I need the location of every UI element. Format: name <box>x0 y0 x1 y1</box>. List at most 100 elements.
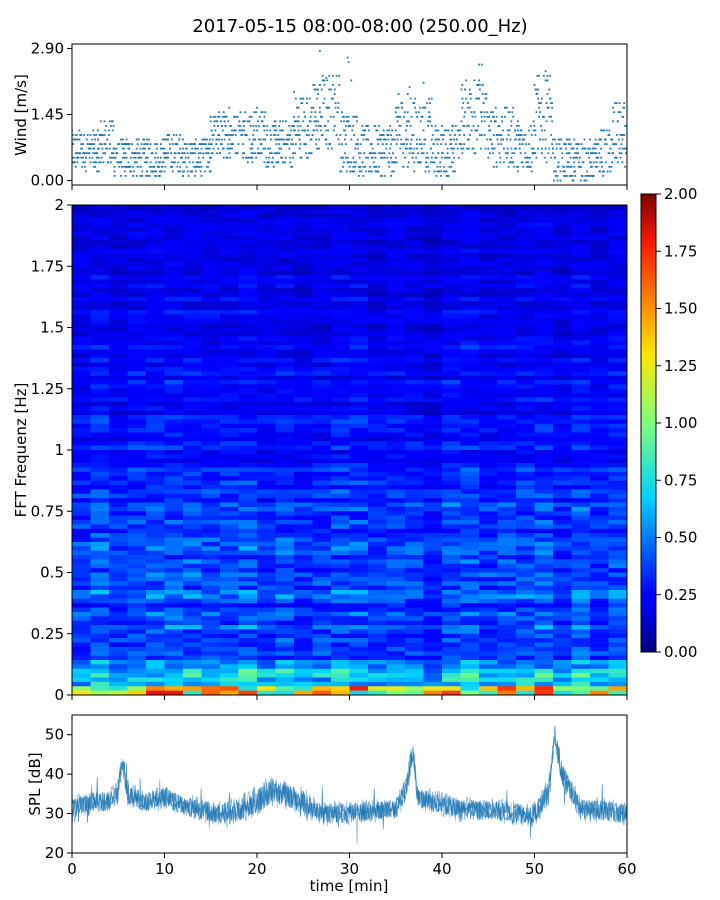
spectrogram-cell <box>534 463 554 468</box>
wind-point <box>297 120 300 123</box>
spectrogram-cell <box>257 533 276 538</box>
wind-point <box>383 175 386 177</box>
spectrogram-cell <box>368 493 387 499</box>
spectrogram-cell <box>553 463 572 468</box>
spectrogram-cell <box>349 336 369 341</box>
wind-point <box>453 147 455 150</box>
spectrogram-cell <box>109 520 128 525</box>
wind-point <box>161 165 164 168</box>
spectrogram-cell <box>571 441 591 446</box>
spectrogram-cell <box>608 450 628 455</box>
spectrogram-cell <box>442 458 461 464</box>
spectrogram-cell <box>220 555 239 560</box>
wind-point <box>574 152 577 155</box>
wind-point <box>277 161 280 164</box>
spectrogram-cell <box>312 301 332 306</box>
spectrogram-cell <box>497 498 517 503</box>
spectrogram-cell <box>312 524 332 530</box>
spectrogram-cell <box>183 550 202 556</box>
spectrogram-cell <box>312 458 332 464</box>
spectrogram-cell <box>331 345 350 350</box>
wind-point <box>253 129 256 132</box>
spectrogram-cell <box>331 463 350 468</box>
spectrogram-cell <box>275 257 295 263</box>
spectrogram-cell <box>312 585 332 591</box>
wind-point <box>534 129 537 132</box>
wind-point <box>163 147 166 150</box>
spectrogram-cell <box>183 270 202 276</box>
spectrogram-cell <box>275 471 295 477</box>
wind-point <box>357 175 360 177</box>
spectrogram-cell <box>257 485 276 490</box>
spectrogram-cell <box>164 301 184 306</box>
spectrogram-cell <box>127 314 147 320</box>
spectrogram-cell <box>386 524 406 530</box>
spectrogram-cell <box>368 371 387 376</box>
spectrogram-cell <box>534 594 554 600</box>
spectrogram-cell <box>72 226 91 232</box>
spectrogram-cell <box>553 218 572 223</box>
spectrogram-cell <box>386 318 406 324</box>
wind-point <box>361 125 364 127</box>
spectrogram-cell <box>553 397 572 403</box>
spectrogram-cell <box>571 406 591 411</box>
spectrogram-cell <box>146 506 165 512</box>
spectrogram-cell <box>516 270 535 276</box>
spectrogram-cell <box>423 288 443 293</box>
spectrogram-cell <box>608 598 628 604</box>
wind-point <box>215 120 218 123</box>
spectrogram-cell <box>497 305 517 311</box>
spectrogram-cell <box>405 493 424 499</box>
spectrogram-cell <box>275 594 295 600</box>
spectrogram-cell <box>331 450 350 455</box>
wind-point <box>445 170 448 173</box>
spectrogram-cell <box>423 463 443 468</box>
wind-point <box>529 156 531 159</box>
spectrogram-cell <box>349 419 369 425</box>
wind-point <box>148 175 151 177</box>
spectrogram-cell <box>220 471 239 477</box>
wind-point <box>171 165 173 168</box>
wind-point <box>342 115 344 118</box>
spectrogram-cell <box>72 275 91 280</box>
spectrogram-cell <box>127 594 147 600</box>
spectrogram-cell <box>608 310 628 315</box>
spectrogram-cell <box>479 327 498 333</box>
wind-point <box>404 156 406 159</box>
wind-point <box>270 134 272 136</box>
spectrogram-cell <box>516 581 535 586</box>
wind-point <box>240 134 243 136</box>
spectrogram-cell <box>442 436 461 442</box>
wind-panel: 0.001.452.90 Wind [m/s] <box>12 40 628 190</box>
spectrogram-cell <box>275 301 295 306</box>
spectrogram-cell <box>442 331 461 337</box>
spectrogram-cell <box>90 436 110 442</box>
spectrogram-cell <box>608 288 628 293</box>
wind-point <box>85 152 88 155</box>
spectrogram-cell <box>368 358 387 363</box>
spectrogram-cell <box>368 340 387 346</box>
spectrogram-cell <box>516 546 535 551</box>
wind-point <box>212 115 215 118</box>
spectrogram-cell <box>164 471 184 477</box>
spectrogram-cell <box>220 244 239 250</box>
spectrogram-cell <box>183 428 202 433</box>
spectrogram-cell <box>349 515 369 521</box>
spectrogram-cell <box>331 301 350 306</box>
spectrogram-cell <box>127 581 147 586</box>
wind-point <box>407 161 410 164</box>
spectrogram-cell <box>127 305 147 311</box>
spectrogram-cell <box>331 598 350 604</box>
wind-point <box>183 152 186 155</box>
spectrogram-cell <box>127 502 147 508</box>
spectrogram-cell <box>608 275 628 280</box>
wind-point <box>86 134 89 136</box>
wind-point <box>616 161 619 164</box>
wind-point <box>365 138 368 141</box>
spectrogram-cell <box>90 231 110 236</box>
spectrogram-cell <box>90 266 110 271</box>
spectrogram-cell <box>183 340 202 346</box>
wind-point <box>194 175 196 177</box>
spectrogram-cell <box>497 279 517 285</box>
spectrogram-cell <box>275 275 295 280</box>
